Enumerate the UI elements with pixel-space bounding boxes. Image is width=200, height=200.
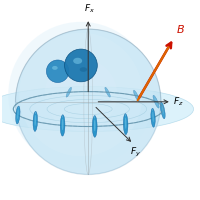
Ellipse shape — [45, 58, 117, 131]
Circle shape — [16, 29, 161, 174]
Ellipse shape — [60, 115, 65, 136]
Ellipse shape — [152, 112, 154, 122]
Ellipse shape — [8, 22, 154, 167]
Ellipse shape — [62, 119, 63, 130]
Ellipse shape — [151, 108, 155, 127]
Ellipse shape — [123, 114, 128, 135]
Text: $B$: $B$ — [176, 23, 185, 35]
Ellipse shape — [62, 115, 63, 118]
Ellipse shape — [80, 67, 87, 72]
Ellipse shape — [17, 109, 19, 119]
Ellipse shape — [125, 117, 126, 129]
Ellipse shape — [67, 89, 70, 94]
Text: $F_y$: $F_y$ — [130, 146, 141, 159]
Ellipse shape — [106, 89, 109, 94]
Ellipse shape — [133, 90, 139, 101]
Ellipse shape — [16, 106, 20, 124]
Circle shape — [16, 29, 161, 174]
Ellipse shape — [73, 58, 82, 64]
Ellipse shape — [105, 87, 110, 97]
Ellipse shape — [19, 33, 143, 156]
Ellipse shape — [125, 114, 126, 117]
Ellipse shape — [161, 103, 162, 105]
Ellipse shape — [66, 87, 72, 97]
Ellipse shape — [34, 115, 36, 126]
Circle shape — [65, 49, 97, 82]
Text: $F_x$: $F_x$ — [84, 2, 95, 15]
Ellipse shape — [35, 112, 36, 114]
Ellipse shape — [152, 109, 153, 111]
Ellipse shape — [162, 105, 164, 114]
Ellipse shape — [92, 116, 97, 137]
Ellipse shape — [52, 66, 58, 70]
Ellipse shape — [0, 87, 194, 132]
Ellipse shape — [135, 92, 138, 98]
Ellipse shape — [94, 119, 96, 131]
Circle shape — [46, 60, 69, 83]
Ellipse shape — [153, 95, 159, 108]
Ellipse shape — [154, 98, 158, 105]
Ellipse shape — [134, 90, 135, 92]
Text: $F_z$: $F_z$ — [173, 96, 184, 108]
Ellipse shape — [153, 96, 154, 97]
Ellipse shape — [160, 102, 165, 119]
Ellipse shape — [33, 111, 38, 131]
Ellipse shape — [94, 116, 95, 119]
Ellipse shape — [18, 106, 19, 109]
